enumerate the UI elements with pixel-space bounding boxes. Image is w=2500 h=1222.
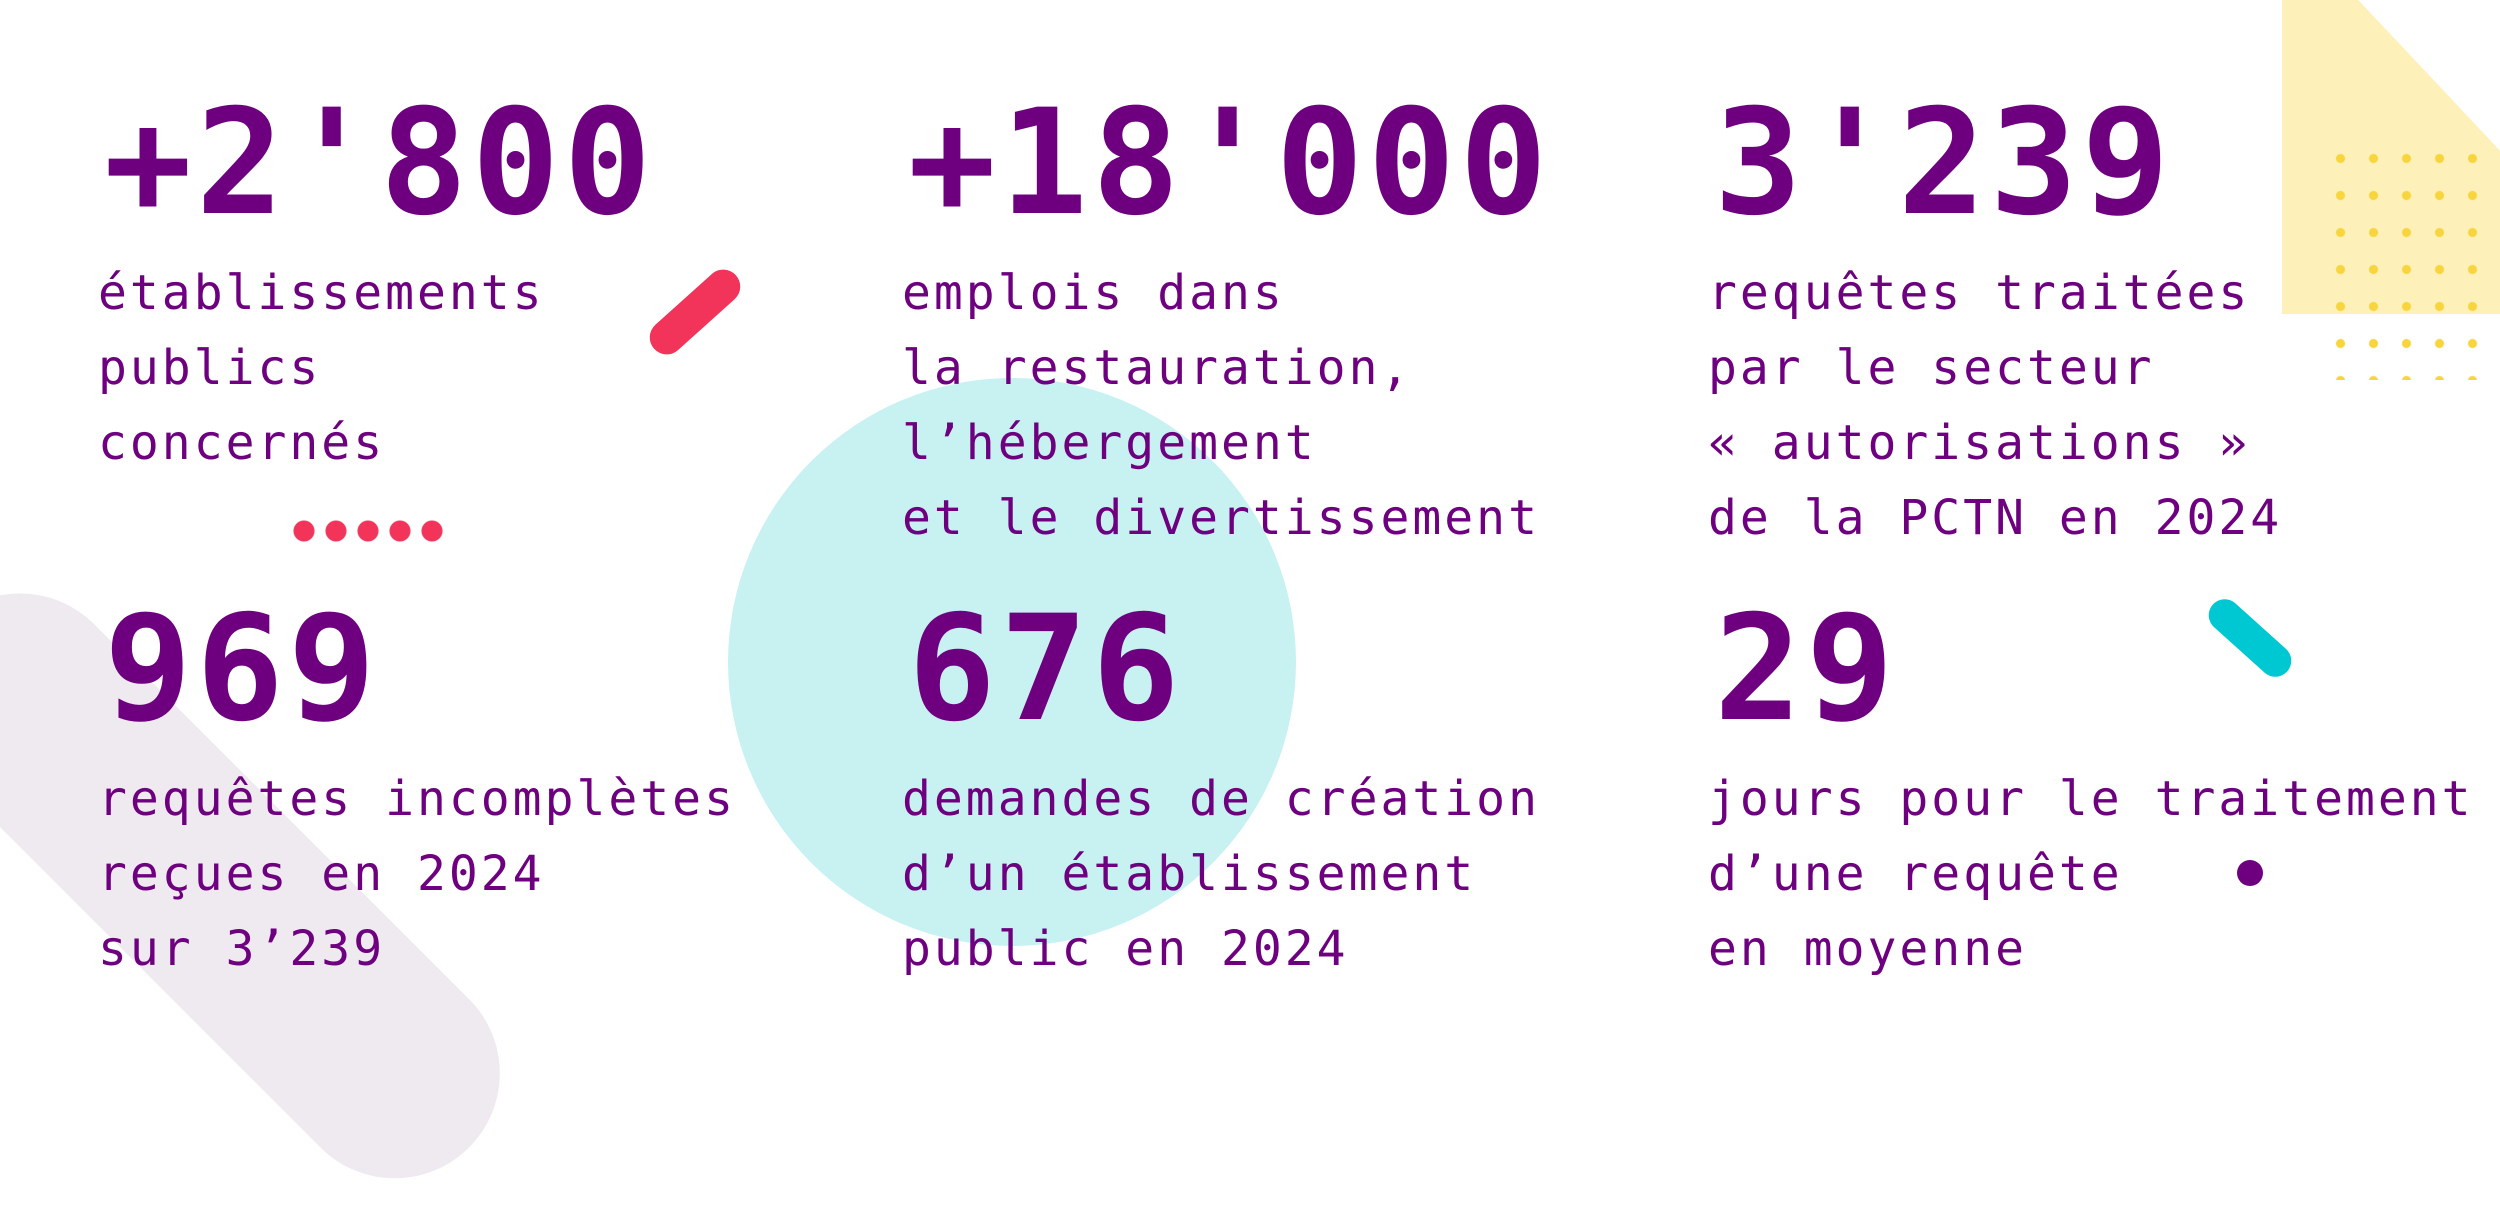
stat-line: jours pour le traitement — [1708, 771, 2474, 827]
stat-line: d’un établissement — [902, 846, 1477, 902]
stat-line: et le divertissement — [902, 490, 1540, 546]
stat-line: sur 3’239 — [98, 921, 386, 977]
stat-line: en moyenne — [1708, 921, 2027, 977]
stat-line: la restauration, — [902, 340, 1413, 396]
purple-dot-shape — [2237, 860, 2263, 886]
stat-number: +2'800 — [104, 78, 656, 248]
stat-description: requêtes incomplètes reçues en 2024 sur … — [98, 762, 736, 987]
stat-processing-days: 29 jours pour le traitement d’une requêt… — [1708, 596, 2474, 987]
red-dots-row — [288, 520, 448, 542]
stat-line: reçues en 2024 — [98, 846, 545, 902]
stat-line: de la PCTN en 2024 — [1708, 490, 2283, 546]
red-dash-shape — [642, 262, 748, 362]
stat-line: concernés — [98, 415, 386, 471]
yellow-dot-grid — [2324, 140, 2500, 380]
stat-number: 676 — [908, 584, 1184, 754]
stat-line: par le secteur — [1708, 340, 2155, 396]
stat-line: public en 2024 — [902, 921, 1349, 977]
stat-line: établissements — [98, 265, 545, 321]
stat-line: « autorisations » — [1708, 415, 2251, 471]
stat-line: d’une requête — [1708, 846, 2123, 902]
stat-jobs: +18'000 emplois dans la restauration, l’… — [902, 90, 1551, 556]
stat-creation-requests: 676 demandes de création d’un établissem… — [902, 596, 1540, 987]
stat-description: emplois dans la restauration, l’hébergem… — [902, 256, 1551, 556]
stat-line: requêtes traitées — [1708, 265, 2251, 321]
stat-description: établissements publics concernés — [98, 256, 655, 481]
stat-line: l’hébergement — [902, 415, 1317, 471]
cyan-circle-shape — [728, 378, 1296, 946]
stat-number: +18'000 — [908, 78, 1552, 248]
stat-line: publics — [98, 340, 322, 396]
stat-line: emplois dans — [902, 265, 1285, 321]
stat-number: 29 — [1714, 584, 1898, 754]
stat-requests-processed: 3'239 requêtes traitées par le secteur «… — [1708, 90, 2282, 556]
stat-description: demandes de création d’un établissement … — [902, 762, 1540, 987]
stat-number: 3'239 — [1714, 78, 2174, 248]
stat-line: requêtes incomplètes — [98, 771, 736, 827]
stat-establishments: +2'800 établissements publics concernés — [98, 90, 655, 481]
stat-description: jours pour le traitement d’une requête e… — [1708, 762, 2474, 987]
stat-line: demandes de création — [902, 771, 1540, 827]
stat-incomplete-requests: 969 requêtes incomplètes reçues en 2024 … — [98, 596, 736, 987]
stat-description: requêtes traitées par le secteur « autor… — [1708, 256, 2282, 556]
stat-number: 969 — [104, 584, 380, 754]
